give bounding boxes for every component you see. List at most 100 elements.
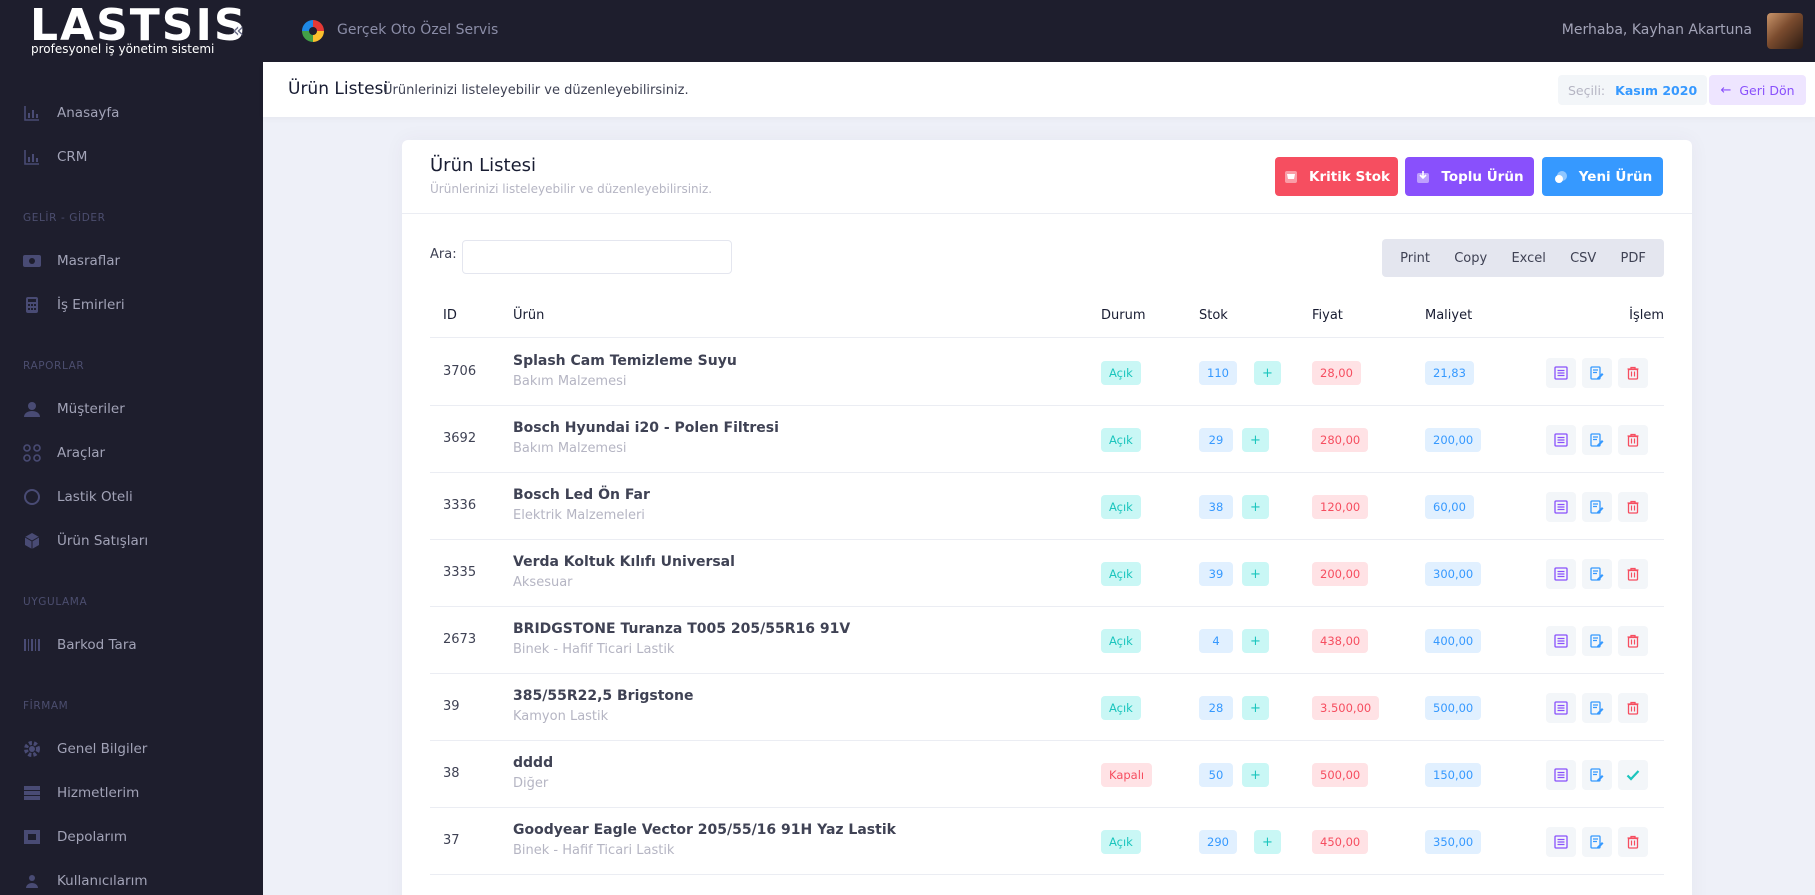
details-button[interactable] bbox=[1546, 626, 1576, 656]
delete-button[interactable] bbox=[1618, 559, 1648, 589]
back-button[interactable]: ← Geri Dön bbox=[1709, 75, 1806, 105]
details-button[interactable] bbox=[1546, 827, 1576, 857]
details-button[interactable] bbox=[1546, 425, 1576, 455]
edit-button[interactable] bbox=[1582, 492, 1612, 522]
product-name[interactable]: 385/55R22,5 Brigstone bbox=[513, 688, 694, 704]
search-input[interactable] bbox=[462, 240, 732, 274]
export-copy-button[interactable]: Copy bbox=[1454, 250, 1488, 266]
add-stock-button[interactable]: + bbox=[1242, 763, 1269, 787]
critical-stock-label: Kritik Stok bbox=[1309, 168, 1390, 185]
status-badge: Açık bbox=[1101, 830, 1141, 854]
list-icon bbox=[1554, 433, 1568, 447]
delete-button[interactable] bbox=[1618, 626, 1648, 656]
sidebar-item-is-emirleri[interactable]: İş Emirleri bbox=[0, 285, 263, 325]
column-header-price[interactable]: Fiyat bbox=[1312, 308, 1343, 323]
sidebar-item-depolarim[interactable]: Depolarım bbox=[0, 817, 263, 857]
column-header-product[interactable]: Ürün bbox=[513, 308, 545, 323]
column-header-status[interactable]: Durum bbox=[1101, 308, 1146, 323]
period-selector[interactable]: Seçili: Kasım 2020 bbox=[1558, 75, 1708, 105]
sidebar-item-musteriler[interactable]: Müşteriler bbox=[0, 389, 263, 429]
add-stock-button[interactable]: + bbox=[1242, 629, 1269, 653]
bulk-product-button[interactable]: Toplu Ürün bbox=[1405, 157, 1534, 196]
sidebar-section-title: UYGULAMA bbox=[23, 596, 88, 608]
trash-icon bbox=[1626, 366, 1640, 380]
details-button[interactable] bbox=[1546, 358, 1576, 388]
product-name[interactable]: Splash Cam Temizleme Suyu bbox=[513, 353, 737, 369]
sidebar-item-anasayfa[interactable]: Anasayfa bbox=[0, 93, 263, 133]
product-name[interactable]: BRIDGSTONE Turanza T005 205/55R16 91V bbox=[513, 621, 851, 637]
sidebar-item-lastik-oteli[interactable]: Lastik Oteli bbox=[0, 477, 263, 517]
add-stock-button[interactable]: + bbox=[1242, 428, 1269, 452]
product-name[interactable]: Bosch Hyundai i20 - Polen Filtresi bbox=[513, 420, 779, 436]
delete-button[interactable] bbox=[1618, 693, 1648, 723]
sidebar-item-label: CRM bbox=[57, 149, 88, 165]
trash-icon bbox=[1626, 701, 1640, 715]
sidebar-item-genel-bilgiler[interactable]: Genel Bilgiler bbox=[0, 729, 263, 769]
delete-button[interactable] bbox=[1618, 492, 1648, 522]
sidebar-item-kullanicilarim[interactable]: Kullanıcılarım bbox=[0, 861, 263, 895]
grid-icon bbox=[22, 443, 42, 463]
delete-button[interactable] bbox=[1618, 358, 1648, 388]
user-greeting[interactable]: Merhaba, Kayhan Akartuna bbox=[1562, 22, 1752, 38]
product-name[interactable]: Goodyear Eagle Vector 205/55/16 91H Yaz … bbox=[513, 822, 896, 838]
column-header-cost[interactable]: Maliyet bbox=[1425, 308, 1473, 323]
product-name[interactable]: Verda Koltuk Kılıfı Universal bbox=[513, 554, 735, 570]
sidebar-item-araclar[interactable]: Araçlar bbox=[0, 433, 263, 473]
edit-button[interactable] bbox=[1582, 827, 1612, 857]
product-name[interactable]: Bosch Led Ön Far bbox=[513, 487, 650, 503]
avatar[interactable] bbox=[1767, 13, 1803, 49]
add-stock-button[interactable]: + bbox=[1254, 361, 1281, 385]
search-label: Ara: bbox=[430, 247, 457, 262]
list-icon bbox=[1554, 366, 1568, 380]
edit-button[interactable] bbox=[1582, 425, 1612, 455]
details-button[interactable] bbox=[1546, 559, 1576, 589]
sidebar-item-masraflar[interactable]: Masraflar bbox=[0, 241, 263, 281]
edit-button[interactable] bbox=[1582, 358, 1612, 388]
sidebar-item-label: Kullanıcılarım bbox=[57, 873, 148, 889]
edit-icon bbox=[1590, 634, 1604, 648]
edit-icon bbox=[1590, 567, 1604, 581]
greeting-prefix: Merhaba, bbox=[1561, 22, 1628, 38]
export-pdf-button[interactable]: PDF bbox=[1620, 250, 1646, 266]
download-icon bbox=[1415, 169, 1431, 185]
trash-icon bbox=[1626, 567, 1640, 581]
table-row: 39 385/55R22,5 Brigstone Kamyon Lastik Açık… bbox=[430, 674, 1664, 741]
export-excel-button[interactable]: Excel bbox=[1511, 250, 1546, 266]
sidebar-item-label: Hizmetlerim bbox=[57, 785, 140, 801]
delete-button[interactable] bbox=[1618, 827, 1648, 857]
edit-button[interactable] bbox=[1582, 559, 1612, 589]
collapse-sidebar-icon[interactable]: « bbox=[232, 18, 245, 42]
chart-icon bbox=[22, 103, 42, 123]
activate-button[interactable] bbox=[1618, 760, 1648, 790]
new-product-button[interactable]: Yeni Ürün bbox=[1542, 157, 1663, 196]
product-id: 38 bbox=[443, 766, 460, 781]
product-name[interactable]: dddd bbox=[513, 755, 554, 771]
edit-button[interactable] bbox=[1582, 760, 1612, 790]
critical-stock-button[interactable]: Kritik Stok bbox=[1275, 157, 1398, 196]
add-stock-button[interactable]: + bbox=[1242, 562, 1269, 586]
sidebar-item-crm[interactable]: CRM bbox=[0, 137, 263, 177]
export-print-button[interactable]: Print bbox=[1400, 250, 1431, 266]
delete-button[interactable] bbox=[1618, 425, 1648, 455]
column-header-id[interactable]: ID bbox=[443, 308, 457, 323]
column-header-stock[interactable]: Stok bbox=[1199, 308, 1228, 323]
table-row: 37 Goodyear Eagle Vector 205/55/16 91H Ya… bbox=[430, 808, 1664, 875]
company-logo-icon bbox=[302, 20, 324, 42]
trash-icon bbox=[1626, 500, 1640, 514]
add-stock-button[interactable]: + bbox=[1254, 830, 1281, 854]
add-stock-button[interactable]: + bbox=[1242, 696, 1269, 720]
price-badge: 3.500,00 bbox=[1312, 696, 1380, 720]
sidebar-item-barkod-tara[interactable]: Barkod Tara bbox=[0, 625, 263, 665]
details-button[interactable] bbox=[1546, 492, 1576, 522]
details-button[interactable] bbox=[1546, 760, 1576, 790]
edit-button[interactable] bbox=[1582, 626, 1612, 656]
stock-badge: 29 bbox=[1199, 428, 1233, 452]
edit-button[interactable] bbox=[1582, 693, 1612, 723]
sidebar-item-hizmetlerim[interactable]: Hizmetlerim bbox=[0, 773, 263, 813]
add-stock-button[interactable]: + bbox=[1242, 495, 1269, 519]
details-button[interactable] bbox=[1546, 693, 1576, 723]
export-csv-button[interactable]: CSV bbox=[1570, 250, 1597, 266]
brand-logo[interactable]: LASTSIS bbox=[30, 0, 248, 51]
sidebar-item-urun-satislari[interactable]: Ürün Satışları bbox=[0, 521, 263, 561]
company-name[interactable]: Gerçek Oto Özel Servis bbox=[337, 22, 499, 38]
